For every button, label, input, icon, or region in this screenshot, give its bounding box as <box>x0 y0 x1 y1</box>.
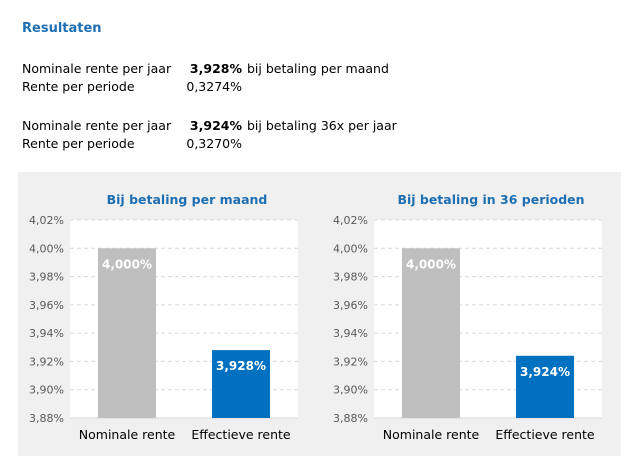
y-tick-label: 3,96% <box>29 299 64 312</box>
result-label: Nominale rente per jaar <box>22 61 172 76</box>
data-label: 4,000% <box>102 257 152 271</box>
chart-per-maand: Bij betaling per maand 4,02% 4,00% 3,98% 3,9… <box>18 184 306 454</box>
result-value: 0,3270% <box>186 136 242 151</box>
chart-title: Bij betaling in 36 perioden <box>397 192 584 207</box>
result-label: Nominale rente per jaar <box>22 118 172 133</box>
data-label: 3,928% <box>216 359 266 373</box>
chart-svg: Bij betaling in 36 perioden 4,02% 4,00% 3,9… <box>333 192 602 442</box>
y-tick-label: 3,92% <box>333 355 368 368</box>
bar <box>212 350 270 418</box>
result-note: bij betaling 36x per jaar <box>247 118 397 133</box>
y-tick-label: 4,02% <box>29 214 64 227</box>
data-label: 3,924% <box>520 365 570 379</box>
y-tick-label: 3,88% <box>333 412 368 425</box>
y-tick-label: 4,00% <box>29 242 64 255</box>
chart-svg: Bij betaling per maand 4,02% 4,00% 3,98% 3,9… <box>29 192 298 442</box>
bar <box>402 248 460 418</box>
section-title: Resultaten <box>22 21 102 36</box>
result-value: 3,928% <box>189 61 242 76</box>
data-label: 4,000% <box>406 257 456 271</box>
y-tick-label: 3,90% <box>333 384 368 397</box>
y-tick-label: 3,98% <box>29 271 64 284</box>
y-tick-label: 3,92% <box>29 355 64 368</box>
bar <box>98 248 156 418</box>
category-label: Nominale rente <box>79 427 176 442</box>
bar <box>516 355 574 418</box>
charts-panel: Bij betaling per maand 4,02% 4,00% 3,98% 3,9… <box>18 172 621 456</box>
y-tick-label: 3,98% <box>333 271 368 284</box>
y-tick-label: 4,00% <box>333 242 368 255</box>
y-tick-label: 4,02% <box>333 214 368 227</box>
result-value: 0,3274% <box>186 79 242 94</box>
y-tick-label: 3,94% <box>333 327 368 340</box>
category-label: Effectieve rente <box>191 427 291 442</box>
chart-36-perioden: Bij betaling in 36 perioden 4,02% 4,00% 3,9… <box>322 184 610 454</box>
y-tick-label: 3,94% <box>29 327 64 340</box>
result-value: 3,924% <box>189 118 242 133</box>
result-note: bij betaling per maand <box>247 61 389 76</box>
result-label: Rente per periode <box>22 79 135 94</box>
y-tick-label: 3,88% <box>29 412 64 425</box>
category-label: Effectieve rente <box>495 427 595 442</box>
y-tick-label: 3,90% <box>29 384 64 397</box>
y-tick-label: 3,96% <box>333 299 368 312</box>
chart-title: Bij betaling per maand <box>107 192 268 207</box>
category-label: Nominale rente <box>383 427 480 442</box>
result-label: Rente per periode <box>22 136 135 151</box>
